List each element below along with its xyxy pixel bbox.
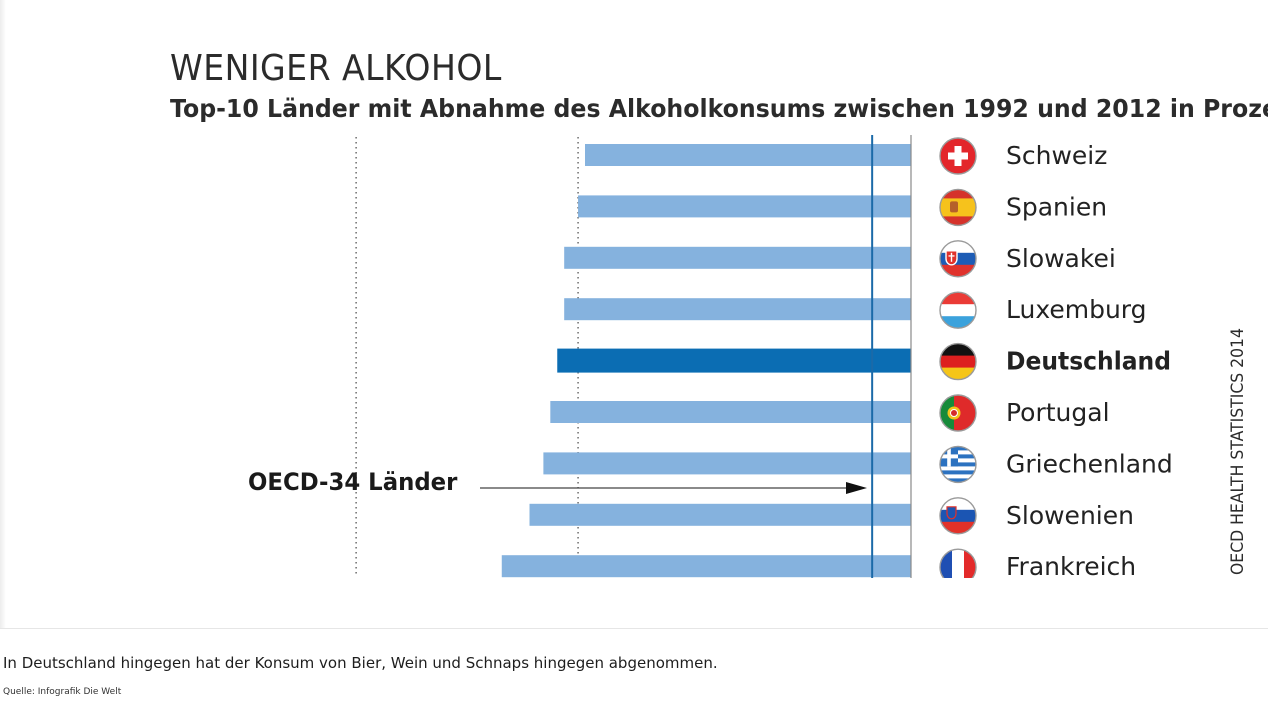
axes xyxy=(871,135,912,578)
portugal-flag-icon xyxy=(939,394,977,432)
category-label-frankreich: Frankreich xyxy=(1006,552,1136,581)
category-label-portugal: Portugal xyxy=(1006,398,1110,427)
france-flag-icon xyxy=(939,548,977,578)
source-label: OECD HEALTH STATISTICS 2014 xyxy=(1228,328,1248,575)
bar-chart: Schweiz Spanien Slowakei Luxemburg Deutschla… xyxy=(355,135,1173,581)
swiss-flag-icon xyxy=(939,137,977,175)
bar-griechenland xyxy=(543,452,911,475)
image-credit: Quelle: Infografik Die Welt xyxy=(3,687,122,697)
infographic: WENIGER ALKOHOL Top-10 Länder mit Abnahm… xyxy=(170,48,1268,581)
bar-luxemburg xyxy=(564,298,911,321)
reference-lines xyxy=(355,137,579,575)
bar-portugal xyxy=(550,401,911,423)
flags xyxy=(939,137,977,578)
bar-slowakei xyxy=(564,246,911,269)
chart-subtitle: Top-10 Länder mit Abnahme des Alkoholkon… xyxy=(170,94,1268,123)
category-labels: Schweiz Spanien Slowakei Luxemburg Deutschla… xyxy=(1006,141,1173,581)
arrow-head xyxy=(846,482,867,494)
bar-frankreich xyxy=(501,555,911,578)
oecd-arrow xyxy=(480,482,867,494)
germany-flag-icon xyxy=(939,342,977,381)
luxembourg-flag-icon xyxy=(939,291,977,329)
bar-schweiz xyxy=(585,144,911,166)
category-label-spanien: Spanien xyxy=(1006,192,1107,221)
category-label-griechenland: Griechenland xyxy=(1006,449,1173,478)
category-label-deutschland: Deutschland xyxy=(1006,347,1171,376)
category-label-schweiz: Schweiz xyxy=(1006,141,1107,170)
caption-divider xyxy=(0,628,1268,629)
bar-deutschland xyxy=(557,348,911,373)
slovakia-flag-icon xyxy=(939,240,977,278)
bar-slowenien xyxy=(529,503,911,526)
category-label-slowakei: Slowakei xyxy=(1006,244,1116,273)
category-label-slowenien: Slowenien xyxy=(1006,501,1134,530)
bars xyxy=(501,144,911,578)
greece-flag-icon xyxy=(939,445,977,484)
oecd-reference-label: OECD-34 Länder xyxy=(248,468,458,496)
category-label-luxemburg: Luxemburg xyxy=(1006,295,1147,324)
slovenia-flag-icon xyxy=(939,497,977,535)
left-edge-shadow xyxy=(0,0,6,628)
image-caption: In Deutschland hingegen hat der Konsum v… xyxy=(3,654,718,672)
chart-title: WENIGER ALKOHOL xyxy=(170,48,502,89)
bar-spanien xyxy=(578,195,911,218)
spain-flag-icon xyxy=(939,188,977,227)
